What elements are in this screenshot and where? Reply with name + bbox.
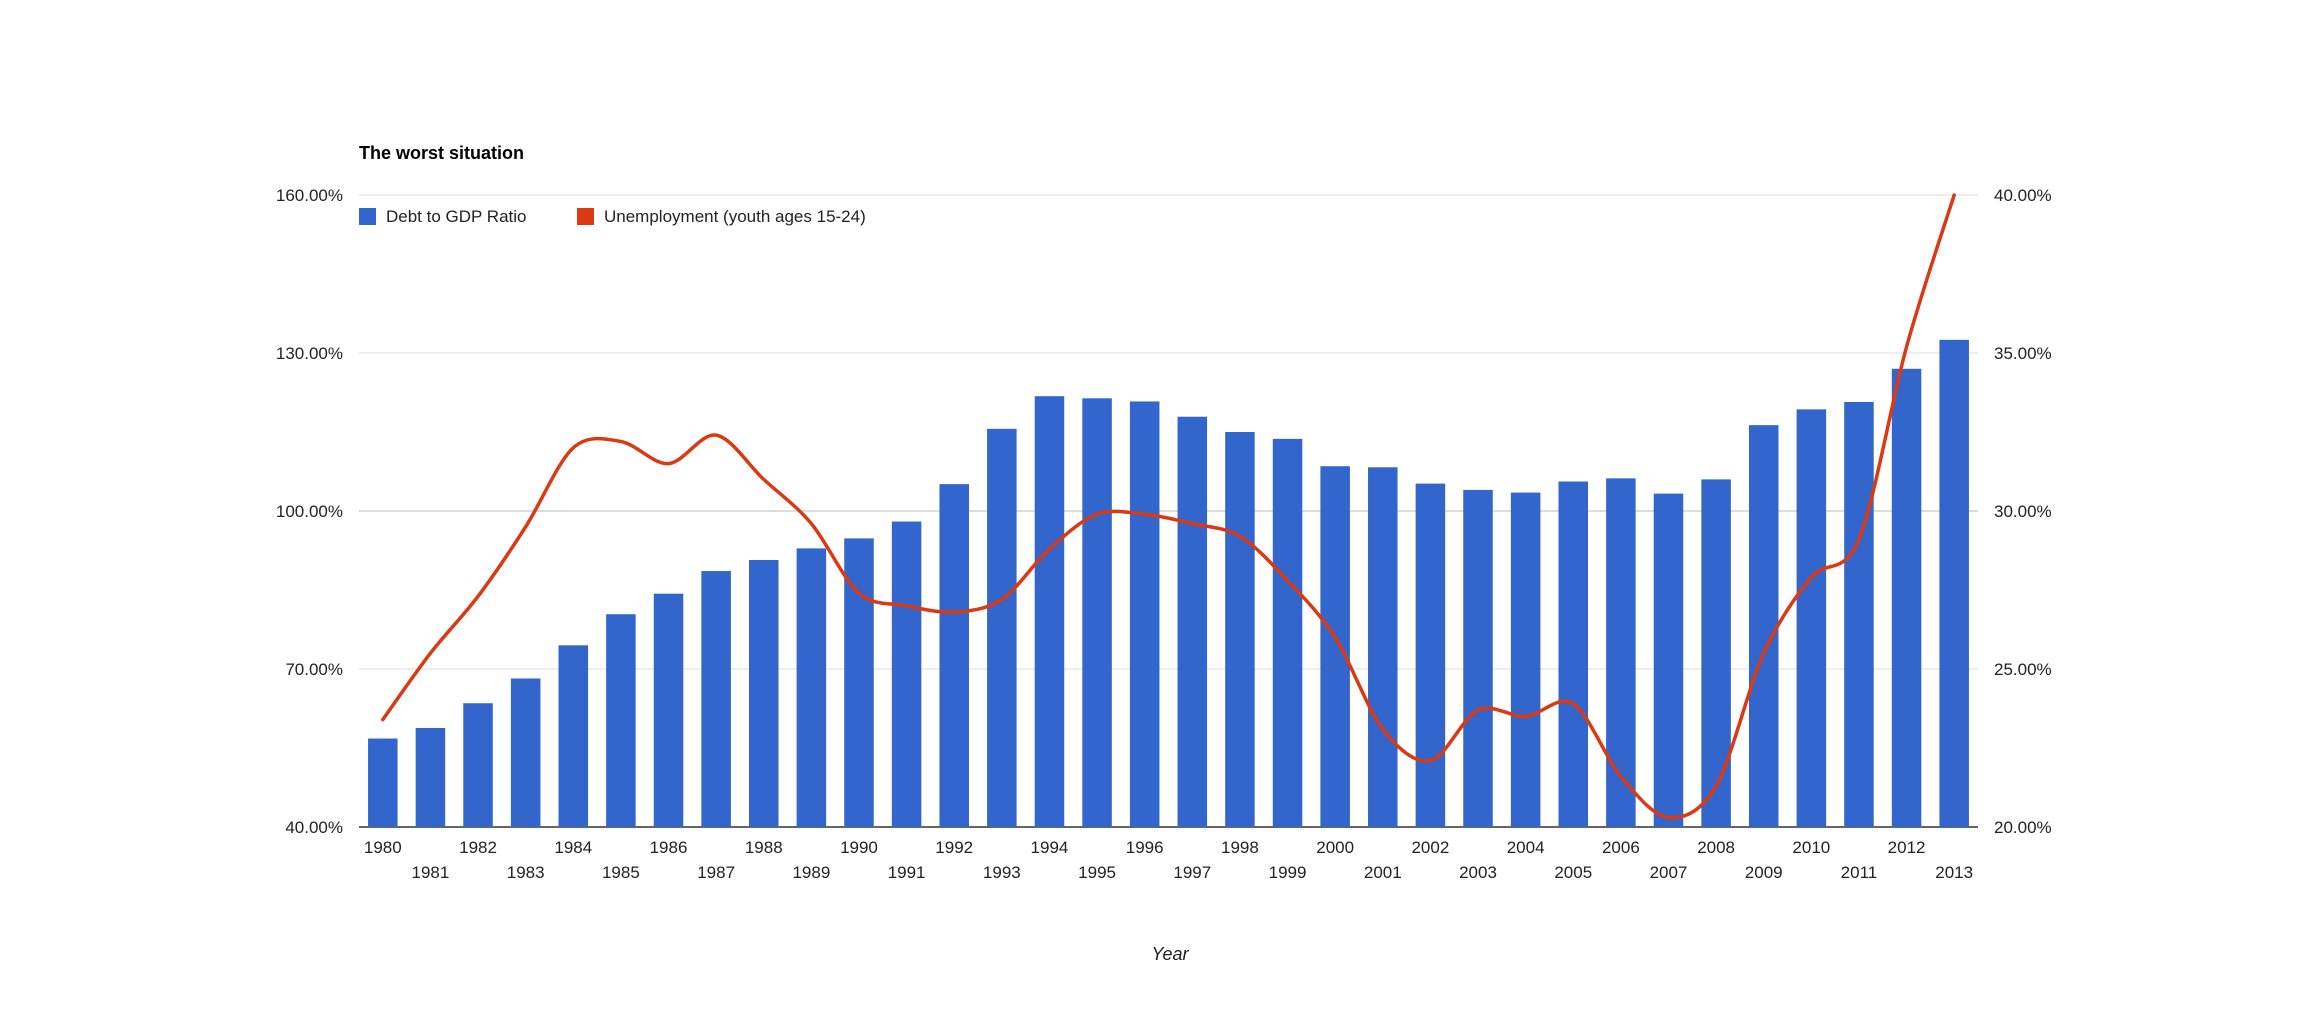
bar [1177, 416, 1208, 827]
bar [891, 521, 922, 827]
x-axis-tick-label: 1989 [792, 863, 830, 882]
x-axis-tick-label: 1997 [1173, 863, 1211, 882]
x-axis-tick-label: 1990 [840, 838, 878, 857]
x-axis-tick-label: 1998 [1221, 838, 1259, 857]
bar [1796, 409, 1827, 827]
bar [1082, 398, 1112, 827]
bar [1748, 425, 1779, 827]
bar [1320, 466, 1350, 827]
bar [1225, 432, 1255, 827]
x-axis-tick-label: 1982 [459, 838, 497, 857]
bar [1463, 489, 1493, 827]
x-axis-tick-label: 2012 [1888, 838, 1926, 857]
x-axis-tick-label: 2001 [1364, 863, 1402, 882]
legend-swatch [359, 208, 376, 225]
y-axis-right-tick-label: 25.00% [1994, 660, 2052, 679]
x-axis-tick-label: 1999 [1269, 863, 1307, 882]
y-axis-right-tick-label: 20.00% [1994, 818, 2052, 837]
x-axis-tick-label: 2009 [1745, 863, 1783, 882]
y-axis-left-tick-label: 100.00% [276, 502, 343, 521]
bar-series [368, 339, 1969, 827]
x-axis-tick-label: 1992 [935, 838, 973, 857]
x-axis-tick-label: 2008 [1697, 838, 1735, 857]
bar [415, 727, 446, 827]
bar [1844, 401, 1874, 827]
x-axis-tick-label: 2006 [1602, 838, 1640, 857]
bar [796, 548, 827, 827]
bar [1939, 339, 1969, 827]
bar [1891, 368, 1922, 827]
unemployment-line [381, 193, 1956, 820]
x-axis-title: Year [1151, 944, 1189, 964]
legend-label: Debt to GDP Ratio [386, 207, 526, 226]
bar [463, 703, 493, 827]
x-axis-tick-label: 2007 [1650, 863, 1688, 882]
legend-swatch [577, 208, 594, 225]
bar [748, 559, 779, 827]
y-axis-left-tick-label: 70.00% [285, 660, 343, 679]
bar [368, 738, 398, 827]
x-axis-tick-label: 1983 [507, 863, 545, 882]
y-axis-right-tick-label: 30.00% [1994, 502, 2052, 521]
bar [844, 538, 874, 827]
x-axis-tick-label: 2013 [1935, 863, 1973, 882]
x-axis-tick-label: 2003 [1459, 863, 1497, 882]
bar [510, 678, 541, 827]
bar [1606, 478, 1636, 827]
x-axis-tick-label: 2010 [1792, 838, 1830, 857]
x-axis-tick-label: 2011 [1841, 863, 1878, 882]
bar [1558, 481, 1589, 827]
bar [1653, 493, 1684, 827]
bar [1129, 401, 1160, 827]
x-axis-tick-label: 2000 [1316, 838, 1354, 857]
bar [558, 645, 589, 827]
legend: Debt to GDP Ratio Unemployment (youth age… [359, 207, 866, 226]
bar [701, 571, 731, 827]
bar [1415, 483, 1446, 827]
chart-title: The worst situation [359, 143, 524, 163]
y-axis-left-tick-label: 160.00% [276, 186, 343, 205]
legend-label: Unemployment (youth ages 15-24) [604, 207, 866, 226]
x-axis-tick-label: 2005 [1554, 863, 1592, 882]
bar [1368, 467, 1398, 827]
x-axis-tick-label: 2004 [1507, 838, 1545, 857]
x-axis-tick-label: 1980 [364, 838, 402, 857]
x-axis-tick-label: 1988 [745, 838, 783, 857]
x-axis-tick-label: 1987 [697, 863, 735, 882]
bar [1510, 492, 1541, 827]
bar [1701, 479, 1731, 827]
axes: 40.00% 20.00% 70.00% 25.00% 100.00% 30.00% 130… [276, 186, 2052, 882]
x-axis-tick-label: 1985 [602, 863, 640, 882]
bar [653, 593, 684, 827]
x-axis-tick-label: 1981 [412, 863, 450, 882]
x-axis-tick-label: 1995 [1078, 863, 1116, 882]
x-axis-tick-label: 1993 [983, 863, 1021, 882]
line-series [381, 193, 1956, 820]
y-axis-left-tick-label: 40.00% [285, 818, 343, 837]
bar [606, 614, 636, 827]
x-axis-tick-label: 1996 [1126, 838, 1164, 857]
x-axis-tick-label: 1991 [888, 863, 926, 882]
x-axis-tick-label: 2002 [1411, 838, 1449, 857]
bar [987, 428, 1017, 827]
x-axis-tick-label: 1994 [1031, 838, 1069, 857]
y-axis-left-tick-label: 130.00% [276, 344, 343, 363]
y-axis-right-tick-label: 35.00% [1994, 344, 2052, 363]
bar [939, 484, 969, 827]
bar [1272, 438, 1303, 827]
y-axis-right-tick-label: 40.00% [1994, 186, 2052, 205]
bar [1034, 396, 1065, 827]
x-axis-tick-label: 1986 [650, 838, 688, 857]
x-axis-tick-label: 1984 [554, 838, 592, 857]
